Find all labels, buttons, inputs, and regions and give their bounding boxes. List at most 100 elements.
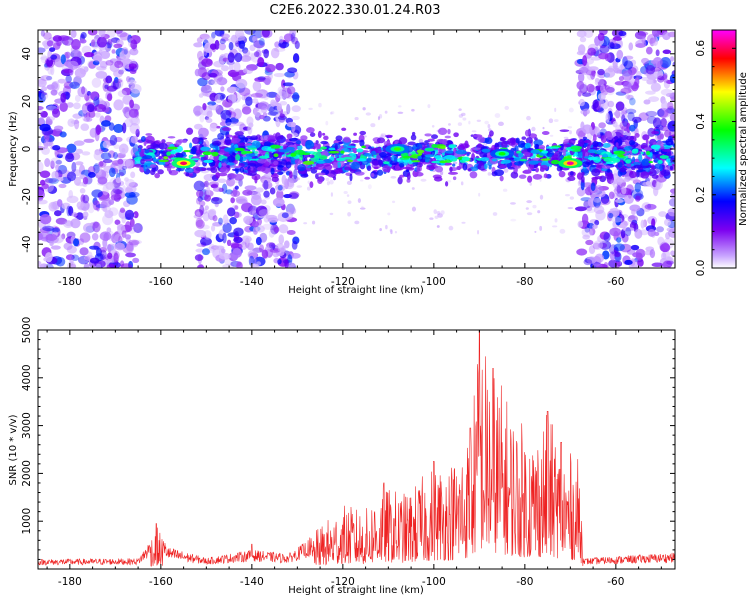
heatmap-cell bbox=[398, 163, 405, 168]
heatmap-cell bbox=[334, 144, 338, 150]
heatmap-cell bbox=[273, 226, 280, 233]
heatmap-cell bbox=[658, 108, 671, 118]
heatmap-cell bbox=[591, 263, 602, 268]
heatmap-cell bbox=[287, 67, 298, 74]
heatmap-cell bbox=[309, 181, 314, 189]
heatmap-cell bbox=[440, 145, 446, 150]
heatmap-cell bbox=[317, 130, 322, 139]
heatmap-cell bbox=[79, 39, 87, 44]
heatmap-cell bbox=[359, 139, 365, 147]
heatmap-cell bbox=[69, 81, 80, 89]
heatmap-cell bbox=[267, 146, 272, 151]
heatmap-cell bbox=[209, 43, 217, 50]
heatmap-cell bbox=[376, 169, 384, 176]
heatmap-cell bbox=[645, 181, 651, 186]
heatmap-cell bbox=[647, 228, 656, 237]
heatmap-cell bbox=[433, 209, 437, 215]
chart-title: C2E6.2022.330.01.24.R03 bbox=[269, 3, 440, 18]
heatmap-cell bbox=[344, 166, 352, 171]
heatmap-cell bbox=[125, 241, 134, 252]
heatmap-cell bbox=[469, 171, 478, 179]
y-tick-label: -40 bbox=[21, 236, 33, 253]
heatmap-cell bbox=[234, 205, 239, 210]
heatmap-cell bbox=[253, 51, 260, 58]
heatmap-cell bbox=[631, 188, 644, 200]
heatmap-cell bbox=[439, 160, 448, 164]
heatmap-cell bbox=[210, 197, 223, 205]
heatmap-cell bbox=[66, 102, 74, 108]
heatmap-cell bbox=[277, 185, 283, 191]
heatmap-cell bbox=[267, 72, 273, 81]
heatmap-cell bbox=[121, 165, 128, 170]
heatmap-cell bbox=[210, 183, 219, 189]
heatmap-cell bbox=[666, 227, 675, 233]
heatmap-cell bbox=[76, 201, 84, 210]
heatmap-cell bbox=[477, 229, 480, 235]
heatmap-cell bbox=[635, 252, 643, 261]
heatmap-cell bbox=[620, 110, 627, 116]
heatmap-cell bbox=[98, 30, 106, 38]
heatmap-cell bbox=[567, 206, 574, 210]
heatmap-cell bbox=[60, 92, 67, 103]
heatmap-cell bbox=[99, 253, 105, 261]
heatmap-cell bbox=[434, 155, 442, 159]
heatmap-cell bbox=[223, 153, 231, 157]
heatmap-cell bbox=[567, 176, 576, 182]
heatmap-cell bbox=[157, 169, 164, 175]
heatmap-cell bbox=[577, 72, 585, 83]
heatmap-cell bbox=[286, 103, 291, 115]
heatmap-cell bbox=[93, 55, 102, 63]
spectrogram-axes: -180 -160 -140 -120 -100 -80 -60 -40 -20 0 20 40 bbox=[21, 30, 675, 288]
heatmap-cell bbox=[384, 110, 388, 114]
heatmap-cell bbox=[397, 176, 403, 185]
snr-y-axis-label: SNR (10 * v/v) bbox=[8, 414, 19, 485]
heatmap-cell bbox=[193, 123, 203, 130]
heatmap-cell bbox=[228, 134, 233, 138]
heatmap-cell bbox=[578, 98, 585, 107]
heatmap-cell bbox=[452, 163, 456, 167]
heatmap-cell bbox=[234, 52, 243, 63]
heatmap-cell bbox=[472, 134, 483, 138]
heatmap-cell bbox=[255, 49, 262, 58]
heatmap-cell bbox=[594, 77, 600, 83]
heatmap-cell bbox=[130, 83, 142, 94]
heatmap-cell bbox=[530, 149, 541, 154]
heatmap-cell bbox=[612, 158, 621, 163]
heatmap-cell bbox=[554, 107, 557, 112]
heatmap-cell bbox=[628, 170, 637, 179]
heatmap-cell bbox=[394, 165, 401, 170]
heatmap-cell bbox=[163, 156, 169, 160]
heatmap-cell bbox=[184, 167, 194, 173]
heatmap-cell bbox=[113, 123, 124, 133]
heatmap-cell bbox=[385, 224, 388, 230]
heatmap-cell bbox=[343, 156, 353, 160]
heatmap-cell bbox=[458, 108, 462, 111]
heatmap-cell bbox=[230, 197, 235, 204]
heatmap-cell bbox=[615, 142, 619, 147]
heatmap-cell bbox=[625, 159, 632, 164]
heatmap-cell bbox=[201, 86, 208, 96]
heatmap-cell bbox=[109, 62, 120, 73]
heatmap-cell bbox=[393, 147, 401, 151]
heatmap-cell bbox=[61, 233, 66, 240]
heatmap-cell bbox=[135, 128, 140, 138]
heatmap-cell bbox=[621, 114, 626, 124]
heatmap-cell bbox=[131, 239, 143, 245]
heatmap-cell bbox=[513, 147, 517, 152]
heatmap-cell bbox=[65, 153, 75, 163]
heatmap-cell bbox=[323, 159, 333, 164]
x-tick-label: -100 bbox=[422, 276, 446, 288]
heatmap-cell bbox=[467, 168, 472, 172]
heatmap-cell bbox=[56, 199, 63, 208]
heatmap-cell bbox=[499, 137, 505, 142]
heatmap-cell bbox=[201, 72, 211, 81]
heatmap-cell bbox=[566, 161, 574, 166]
heatmap-cell bbox=[202, 36, 215, 45]
heatmap-cell bbox=[57, 164, 68, 175]
heatmap-cell bbox=[220, 37, 229, 42]
heatmap-cell bbox=[100, 120, 111, 127]
heatmap-cell bbox=[234, 159, 238, 165]
heatmap-cell bbox=[366, 157, 372, 163]
x-tick-label: -80 bbox=[516, 576, 533, 588]
heatmap-cell bbox=[97, 176, 108, 185]
